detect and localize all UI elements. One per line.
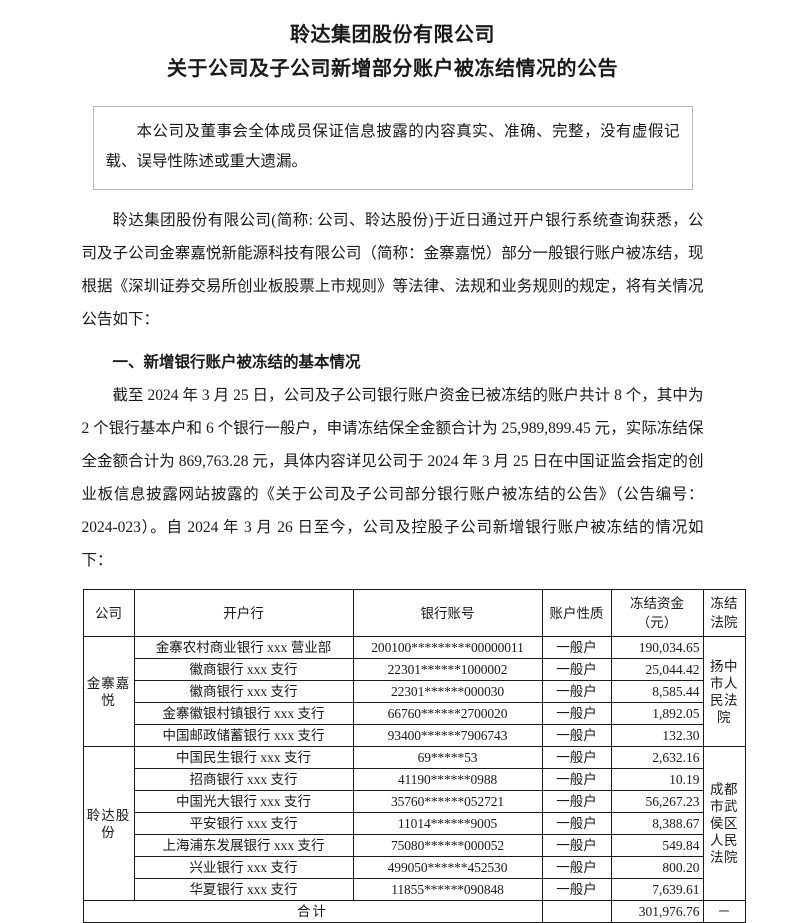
header-account: 银行账号 xyxy=(352,589,543,637)
cell-account-number: 200100*********00000011 xyxy=(352,636,543,659)
cell-account-nature: 一般户 xyxy=(541,834,612,857)
frozen-accounts-table: 公司 开户行 银行账号 账户性质 冻结资金（元） 冻结法院 金寨嘉悦 金寨农村商业… xyxy=(82,589,746,923)
cell-bank: 金寨农村商业银行 xxx 营业部 xyxy=(133,636,354,659)
cell-frozen-amount: 2,632.16 xyxy=(610,746,704,769)
cell-frozen-amount: 8,585.44 xyxy=(610,680,704,703)
section-heading-basic-situation: 一、新增银行账户被冻结的基本情况 xyxy=(112,354,361,371)
table-row: 中国邮政储蓄银行 xxx 支行 93400******7906743 一般户 132.… xyxy=(83,724,745,747)
cell-frozen-amount: 132.30 xyxy=(610,724,704,747)
cell-account-number: 11014******9005 xyxy=(352,812,543,835)
cell-account-number: 66760******2700020 xyxy=(352,702,543,725)
cell-frozen-amount: 190,034.65 xyxy=(610,636,704,659)
cell-account-number: 22301******1000002 xyxy=(352,658,543,681)
announcement-subject-title: 关于公司及子公司新增部分账户被冻结情况的公告 xyxy=(167,58,618,80)
cell-court: 扬中市人民法院 xyxy=(702,636,746,747)
cell-total-label: 合计 xyxy=(82,900,543,923)
cell-bank: 上海浦东发展银行 xxx 支行 xyxy=(133,834,354,857)
table-total-row: 合计 301,976.76 － xyxy=(82,900,746,923)
header-frozen-amount: 冻结资金（元） xyxy=(610,589,704,637)
cell-account-number: 499050******452530 xyxy=(352,856,543,879)
cell-frozen-amount: 56,267.23 xyxy=(610,790,704,813)
cell-account-number: 75080******000052 xyxy=(352,834,543,857)
table-row: 华夏银行 xxx 支行 11855******090848 一般户 7,639.61 xyxy=(83,878,745,901)
body-content: 聆达集团股份有限公司(简称: 公司、聆达股份)于近日通过开户银行系统查询获悉，公… xyxy=(82,190,704,577)
header-account-nature: 账户性质 xyxy=(541,589,612,637)
cell-account-number: 93400******7906743 xyxy=(352,724,543,747)
table-row: 招商银行 xxx 支行 41190******0988 一般户 10.19 xyxy=(83,768,745,791)
table-row: 金寨嘉悦 金寨农村商业银行 xxx 营业部 200100*********00000… xyxy=(82,636,746,747)
cell-account-nature: 一般户 xyxy=(541,702,612,725)
cell-account-nature: 一般户 xyxy=(541,878,612,901)
cell-bank: 平安银行 xxx 支行 xyxy=(133,812,354,835)
header-company: 公司 xyxy=(82,589,135,637)
cell-total-nature xyxy=(541,900,612,923)
cell-total-amount: 301,976.76 xyxy=(610,900,704,923)
table-row: 兴业银行 xxx 支行 499050******452530 一般户 800.20 xyxy=(83,856,745,879)
cell-account-number: 41190******0988 xyxy=(352,768,543,791)
cell-total-court: － xyxy=(702,900,746,923)
table-header-row: 公司 开户行 银行账号 账户性质 冻结资金（元） 冻结法院 xyxy=(82,589,746,637)
table-row: 金寨徽银村镇银行 xxx 支行 66760******2700020 一般户 1,89… xyxy=(83,702,745,725)
table-row: 平安银行 xxx 支行 11014******9005 一般户 8,388.67 xyxy=(83,812,745,835)
company-title: 聆达集团股份有限公司 xyxy=(290,24,495,46)
cell-bank: 徽商银行 xxx 支行 xyxy=(133,658,354,681)
header-court: 冻结法院 xyxy=(702,589,746,637)
cell-frozen-amount: 549.84 xyxy=(610,834,704,857)
cell-account-nature: 一般户 xyxy=(541,746,612,769)
cell-bank: 兴业银行 xxx 支行 xyxy=(133,856,354,879)
cell-frozen-amount: 800.20 xyxy=(610,856,704,879)
cell-frozen-amount: 25,044.42 xyxy=(610,658,704,681)
cell-account-nature: 一般户 xyxy=(541,680,612,703)
cell-account-number: 69*****53 xyxy=(352,746,543,769)
cell-frozen-amount: 10.19 xyxy=(610,768,704,791)
cell-bank: 中国民生银行 xxx 支行 xyxy=(133,746,354,769)
table-row: 上海浦东发展银行 xxx 支行 75080******000052 一般户 549.8… xyxy=(83,834,745,857)
cell-frozen-amount: 1,892.05 xyxy=(610,702,704,725)
cell-court: 成都市武侯区人民法院 xyxy=(702,746,746,901)
table-body: 金寨嘉悦 金寨农村商业银行 xxx 营业部 200100*********00000… xyxy=(82,636,746,923)
cell-account-number: 35760******052721 xyxy=(352,790,543,813)
intro-paragraph: 聆达集团股份有限公司(简称: 公司、聆达股份)于近日通过开户银行系统查询获悉，公… xyxy=(81,212,704,328)
table-row: 徽商银行 xxx 支行 22301******000030 一般户 8,585.44 xyxy=(83,680,745,703)
table-header: 公司 开户行 银行账号 账户性质 冻结资金（元） 冻结法院 xyxy=(82,589,746,637)
header-bank: 开户行 xyxy=(133,589,354,637)
cell-account-nature: 一般户 xyxy=(541,812,612,835)
table-row: 聆达股份 中国民生银行 xxx 支行 69*****53 一般户 2,632.16 成都市… xyxy=(82,746,746,901)
frozen-accounts-table-wrap: 公司 开户行 银行账号 账户性质 冻结资金（元） 冻结法院 金寨嘉悦 金寨农村商业… xyxy=(82,589,746,923)
cell-frozen-amount: 7,639.61 xyxy=(610,878,704,901)
cell-frozen-amount: 8,388.67 xyxy=(610,812,704,835)
cell-bank: 金寨徽银村镇银行 xxx 支行 xyxy=(133,702,354,725)
cell-account-number: 22301******000030 xyxy=(352,680,543,703)
basic-situation-paragraph: 截至 2024 年 3 月 25 日，公司及子公司银行账户资金已被冻结的账户共计… xyxy=(81,387,704,569)
table-row: 中国光大银行 xxx 支行 35760******052721 一般户 56,267.… xyxy=(83,790,745,813)
disclaimer-text: 本公司及董事会全体成员保证信息披露的内容真实、准确、完整，没有虚假记载、误导性陈… xyxy=(105,123,680,170)
cell-bank: 中国光大银行 xxx 支行 xyxy=(133,790,354,813)
cell-account-nature: 一般户 xyxy=(541,658,612,681)
cell-account-number: 11855******090848 xyxy=(352,878,543,901)
cell-company: 聆达股份 xyxy=(82,746,135,901)
cell-account-nature: 一般户 xyxy=(541,724,612,747)
cell-bank: 徽商银行 xxx 支行 xyxy=(133,680,354,703)
cell-bank: 华夏银行 xxx 支行 xyxy=(133,878,354,901)
disclaimer-box: 本公司及董事会全体成员保证信息披露的内容真实、准确、完整，没有虚假记载、误导性陈… xyxy=(92,106,693,190)
cell-account-nature: 一般户 xyxy=(541,790,612,813)
cell-bank: 中国邮政储蓄银行 xxx 支行 xyxy=(133,724,354,747)
cell-account-nature: 一般户 xyxy=(541,636,612,659)
cell-account-nature: 一般户 xyxy=(541,768,612,791)
cell-account-nature: 一般户 xyxy=(541,856,612,879)
cell-company: 金寨嘉悦 xyxy=(82,636,135,747)
cell-bank: 招商银行 xxx 支行 xyxy=(133,768,354,791)
table-row: 徽商银行 xxx 支行 22301******1000002 一般户 25,044.4… xyxy=(83,658,745,681)
